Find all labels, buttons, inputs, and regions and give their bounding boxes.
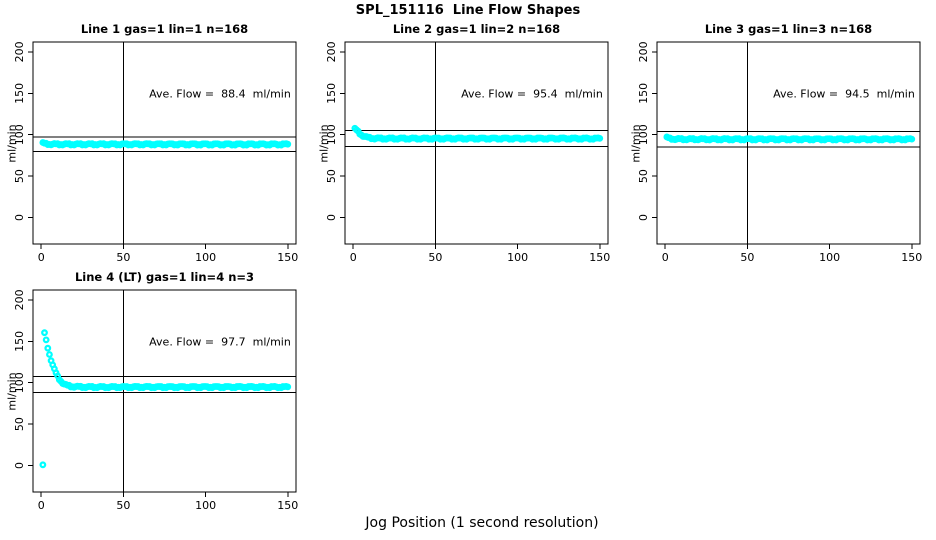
svg-text:0: 0 (13, 462, 26, 469)
svg-text:150: 150 (637, 83, 650, 104)
svg-text:50: 50 (116, 251, 130, 264)
svg-text:50: 50 (325, 169, 338, 183)
figure-title: SPL_151116 Line Flow Shapes (355, 3, 581, 18)
panel-line-1: 0 50 100 150 200 0 50 100 150 Line 1 gas=1 lin=1… (0, 20, 312, 266)
ave-flow-annotation: Ave. Flow = 95.4 ml/min (461, 87, 603, 101)
svg-text:150: 150 (13, 331, 26, 352)
panel-line-2: 0 50 100 150 200 0 50 100 150 Line 2 gas=1 lin=2… (312, 20, 624, 266)
svg-text:0: 0 (637, 214, 650, 221)
svg-text:200: 200 (637, 41, 650, 62)
svg-text:100: 100 (507, 251, 528, 264)
svg-text:0: 0 (325, 214, 338, 221)
y-axis-label: ml/min (629, 124, 643, 163)
panel-line-4: 0 50 100 150 200 0 50 100 150 Line 4 (LT) gas=1 … (0, 268, 312, 514)
svg-text:0: 0 (38, 251, 45, 264)
svg-text:50: 50 (637, 169, 650, 183)
x-axis-label: Jog Position (1 second resolution) (365, 515, 599, 531)
panel-title: Line 4 (LT) gas=1 lin=4 n=3 (74, 270, 255, 284)
svg-text:100: 100 (637, 124, 650, 145)
y-axis-label: ml/min (317, 124, 331, 163)
svg-text:200: 200 (13, 289, 26, 310)
svg-text:0: 0 (13, 214, 26, 221)
panel-title: Line 2 gas=1 lin=2 n=168 (392, 22, 561, 36)
svg-text:50: 50 (116, 499, 130, 512)
svg-text:50: 50 (428, 251, 442, 264)
svg-text:100: 100 (13, 124, 26, 145)
svg-text:150: 150 (901, 251, 922, 264)
scatter-canvas: 0 50 100 150 200 0 50 100 150 (13, 289, 298, 512)
svg-text:0: 0 (662, 251, 669, 264)
ave-flow-annotation: Ave. Flow = 94.5 ml/min (773, 87, 915, 101)
scatter-canvas: 0 50 100 150 200 0 50 100 150 (13, 41, 298, 264)
panel-title: Line 3 gas=1 lin=3 n=168 (704, 22, 873, 36)
svg-text:150: 150 (277, 499, 298, 512)
svg-text:100: 100 (819, 251, 840, 264)
svg-text:150: 150 (13, 83, 26, 104)
svg-text:0: 0 (38, 499, 45, 512)
svg-text:150: 150 (277, 251, 298, 264)
svg-text:50: 50 (13, 417, 26, 431)
y-axis-label: ml/min (5, 372, 19, 411)
y-axis-label: ml/min (5, 124, 19, 163)
scatter-canvas: 0 50 100 150 200 0 50 100 150 (325, 41, 610, 264)
svg-text:100: 100 (13, 372, 26, 393)
svg-text:150: 150 (589, 251, 610, 264)
svg-text:200: 200 (325, 41, 338, 62)
scatter-canvas: 0 50 100 150 200 0 50 100 150 (637, 41, 922, 264)
svg-text:200: 200 (13, 41, 26, 62)
svg-text:50: 50 (13, 169, 26, 183)
svg-text:100: 100 (195, 499, 216, 512)
svg-text:50: 50 (740, 251, 754, 264)
panel-title: Line 1 gas=1 lin=1 n=168 (80, 22, 249, 36)
svg-text:100: 100 (325, 124, 338, 145)
svg-text:150: 150 (325, 83, 338, 104)
panel-line-3: 0 50 100 150 200 0 50 100 150 Line 3 gas=1 lin=3… (624, 20, 936, 266)
ave-flow-annotation: Ave. Flow = 97.7 ml/min (149, 335, 291, 349)
ave-flow-annotation: Ave. Flow = 88.4 ml/min (149, 87, 291, 101)
svg-text:100: 100 (195, 251, 216, 264)
svg-text:0: 0 (350, 251, 357, 264)
